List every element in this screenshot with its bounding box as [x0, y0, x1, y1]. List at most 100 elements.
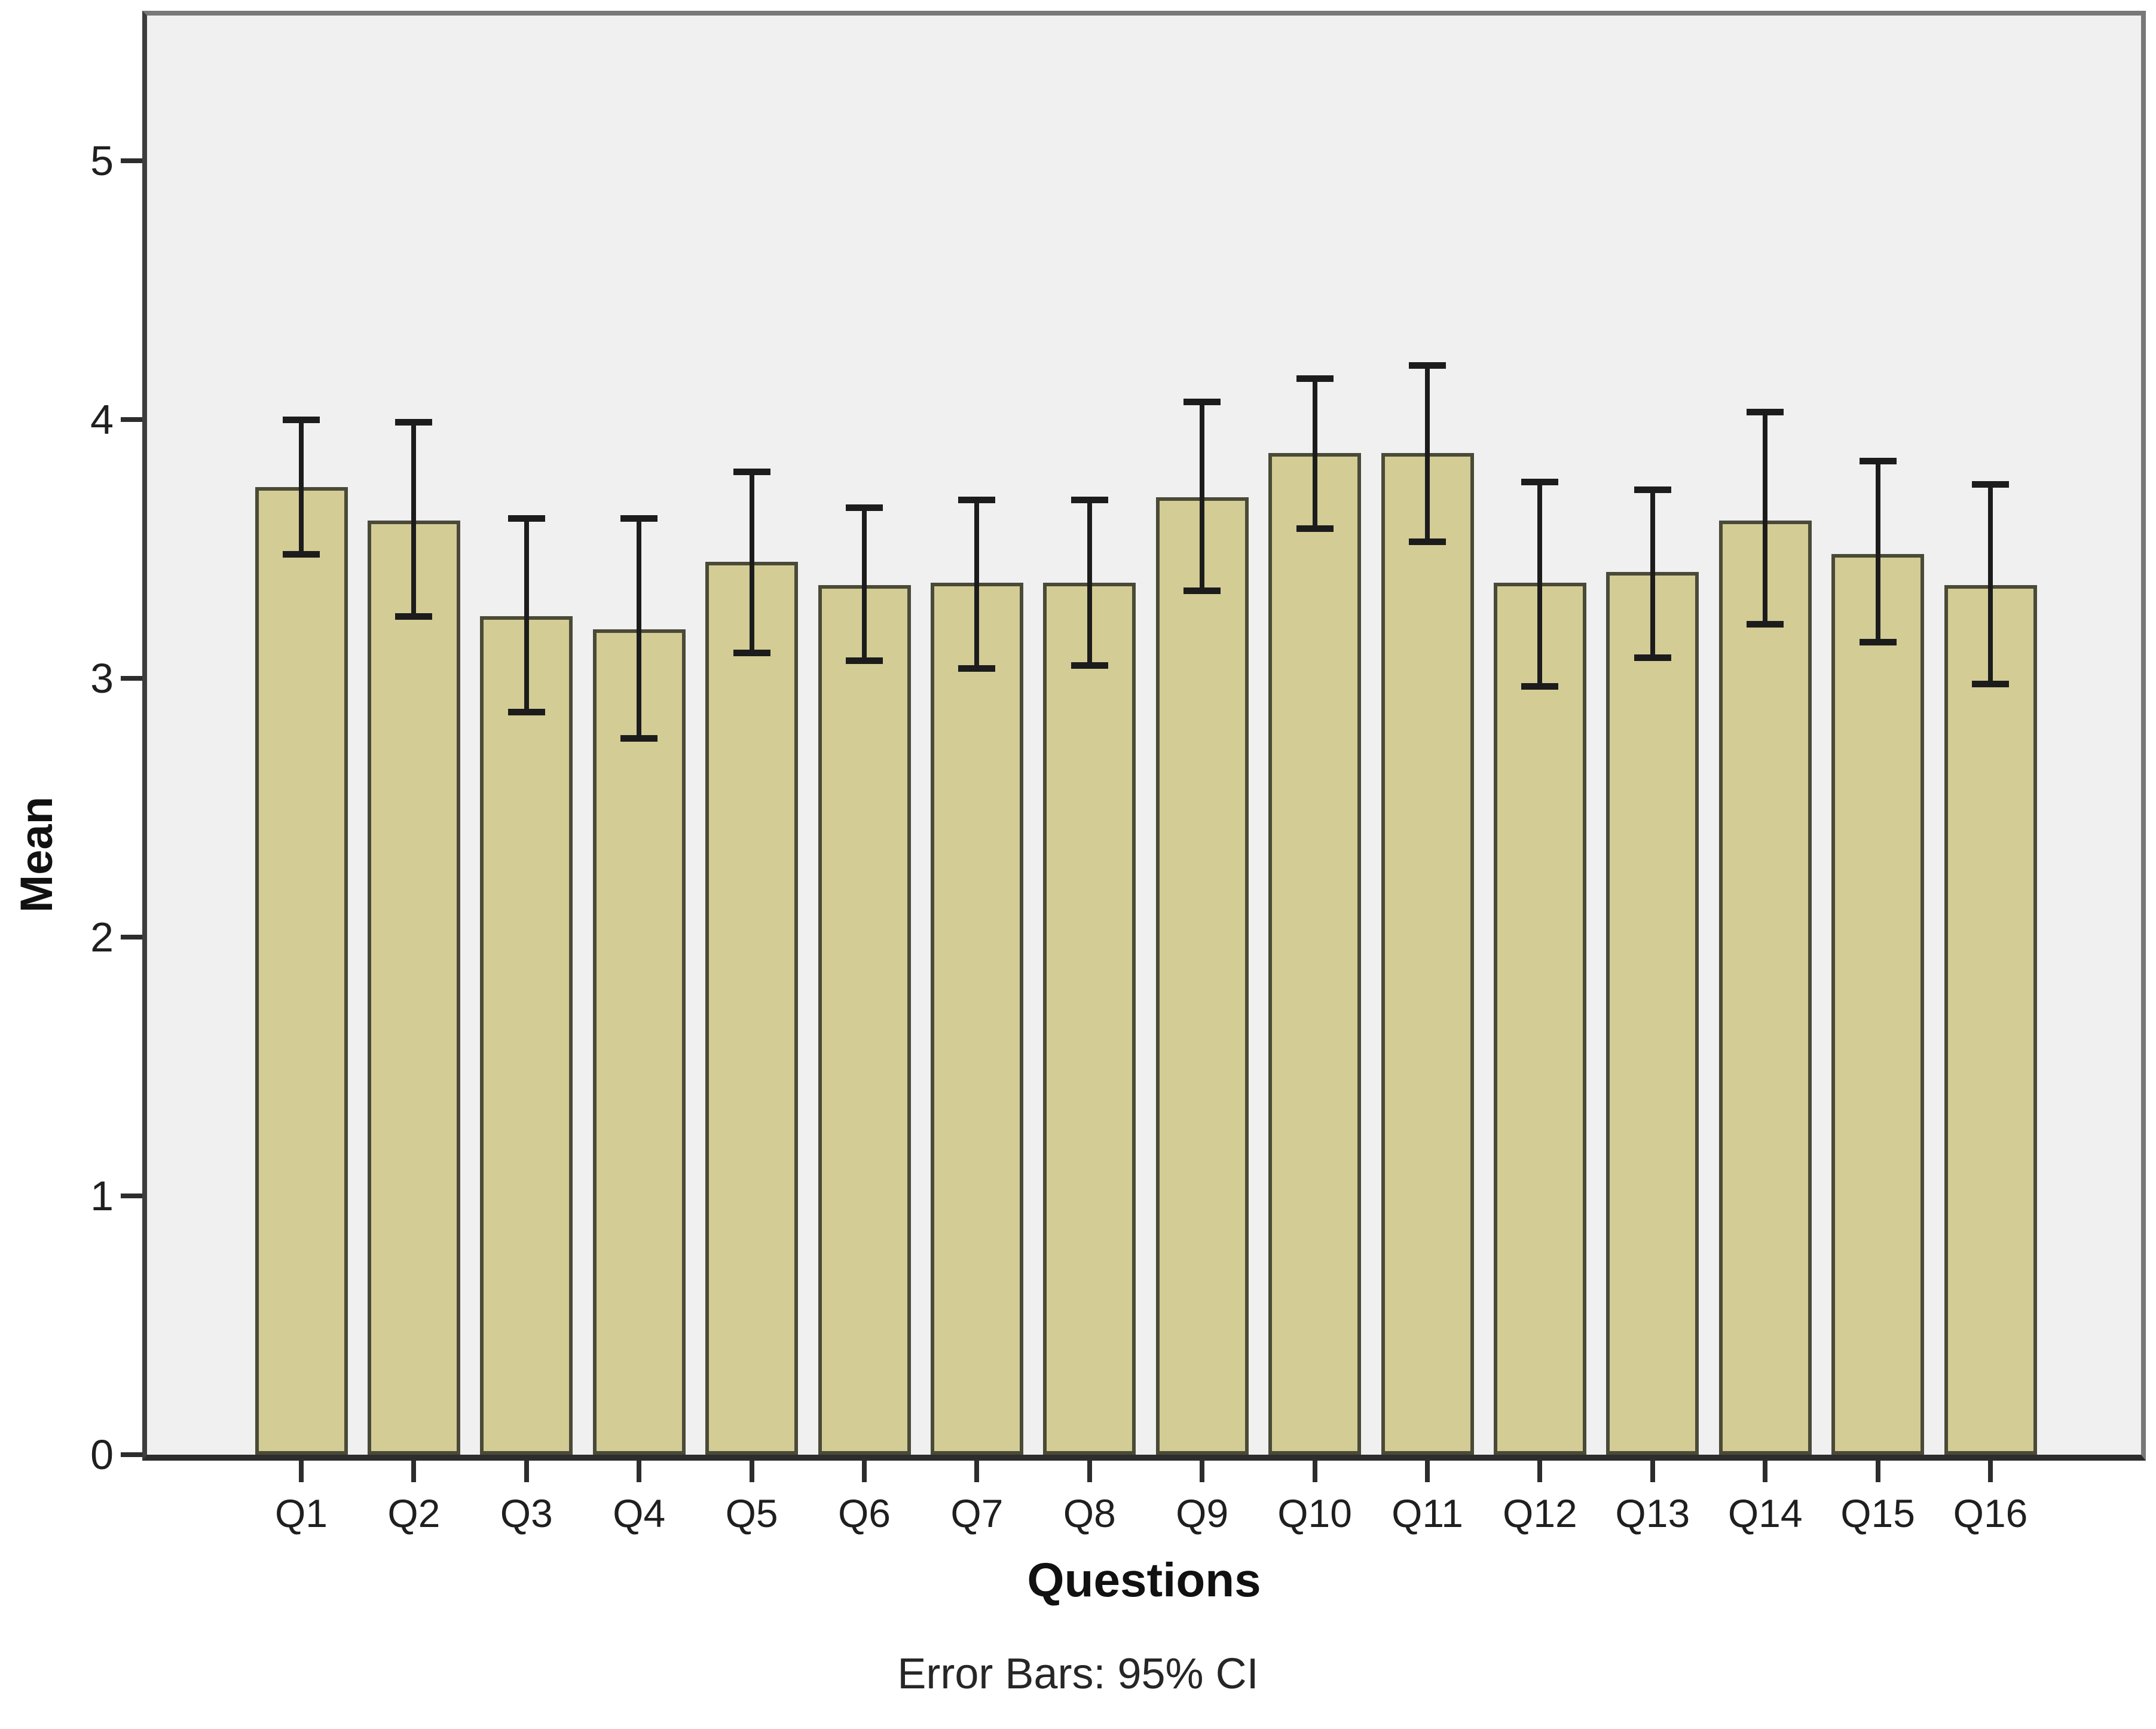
x-tick-label-Q15: Q15 — [1840, 1491, 1915, 1535]
error-bar-Q11 — [1425, 365, 1430, 541]
x-tick-Q7 — [974, 1461, 980, 1482]
error-bar-Q9 — [1200, 401, 1205, 590]
x-tick-Q15 — [1875, 1461, 1880, 1482]
error-bar-Q7 — [974, 500, 980, 668]
x-tick-Q12 — [1537, 1461, 1543, 1482]
y-axis-title: Mean — [11, 796, 62, 913]
x-tick-label-Q7: Q7 — [950, 1491, 1004, 1535]
error-cap-bottom-Q5 — [733, 649, 770, 656]
x-tick-Q11 — [1425, 1461, 1430, 1482]
x-tick-label-Q4: Q4 — [613, 1491, 666, 1535]
error-cap-top-Q16 — [1972, 481, 2009, 488]
error-cap-bottom-Q4 — [620, 735, 658, 742]
error-bar-Q13 — [1650, 489, 1655, 658]
error-bar-Q10 — [1312, 378, 1317, 528]
error-bar-Q5 — [749, 471, 754, 653]
x-tick-Q16 — [1988, 1461, 1993, 1482]
error-bars-footnote: Error Bars: 95% CI — [897, 1650, 1259, 1698]
error-cap-top-Q8 — [1071, 497, 1108, 504]
error-bar-Q8 — [1087, 500, 1092, 666]
error-bar-Q1 — [299, 420, 304, 555]
error-cap-top-Q14 — [1747, 409, 1784, 415]
error-cap-top-Q10 — [1296, 375, 1334, 382]
error-bar-Q16 — [1988, 484, 1993, 684]
error-cap-bottom-Q3 — [507, 709, 545, 716]
y-tick-2 — [121, 935, 142, 940]
x-tick-label-Q3: Q3 — [500, 1491, 553, 1535]
bar-Q14 — [1718, 520, 1812, 1455]
error-cap-bottom-Q11 — [1409, 538, 1446, 545]
y-tick-label-3: 3 — [90, 655, 114, 702]
error-bar-Q15 — [1875, 461, 1880, 642]
error-cap-top-Q7 — [958, 497, 996, 504]
error-cap-bottom-Q13 — [1634, 654, 1671, 662]
error-cap-bottom-Q2 — [395, 613, 433, 620]
x-tick-Q10 — [1312, 1461, 1317, 1482]
error-cap-bottom-Q12 — [1521, 683, 1559, 690]
x-tick-Q1 — [299, 1461, 304, 1482]
error-cap-bottom-Q14 — [1747, 621, 1784, 628]
x-tick-Q6 — [862, 1461, 867, 1482]
bar-Q9 — [1155, 497, 1249, 1455]
bar-Q11 — [1381, 453, 1474, 1455]
y-tick-5 — [121, 158, 142, 163]
error-bar-Q12 — [1537, 481, 1543, 686]
x-tick-label-Q10: Q10 — [1277, 1491, 1352, 1535]
error-cap-top-Q5 — [733, 468, 770, 475]
x-tick-label-Q9: Q9 — [1176, 1491, 1229, 1535]
bar-Q12 — [1493, 582, 1586, 1455]
x-tick-Q8 — [1087, 1461, 1092, 1482]
x-tick-Q13 — [1650, 1461, 1655, 1482]
x-tick-label-Q12: Q12 — [1503, 1491, 1577, 1535]
error-cap-bottom-Q16 — [1972, 680, 2009, 687]
x-axis-title: Questions — [1027, 1553, 1261, 1606]
x-tick-label-Q2: Q2 — [387, 1491, 441, 1535]
error-cap-top-Q4 — [620, 515, 658, 522]
y-tick-4 — [121, 417, 142, 422]
y-tick-3 — [121, 676, 142, 681]
bar-Q3 — [480, 616, 573, 1455]
error-cap-bottom-Q15 — [1859, 639, 1897, 646]
error-cap-top-Q12 — [1521, 478, 1559, 485]
bar-Q4 — [592, 629, 686, 1455]
bar-Q2 — [367, 520, 460, 1455]
error-bar-Q6 — [862, 507, 867, 660]
bar-Q16 — [1944, 585, 2037, 1455]
bar-Q13 — [1606, 572, 1699, 1455]
error-cap-top-Q15 — [1859, 458, 1897, 465]
error-cap-top-Q9 — [1183, 398, 1221, 405]
y-tick-label-4: 4 — [90, 396, 114, 443]
x-tick-Q9 — [1200, 1461, 1205, 1482]
x-tick-label-Q1: Q1 — [274, 1491, 328, 1535]
error-bar-Q4 — [637, 518, 642, 738]
y-tick-label-0: 0 — [90, 1431, 114, 1478]
y-tick-label-2: 2 — [90, 914, 114, 960]
bar-Q7 — [930, 582, 1023, 1455]
bar-Q5 — [705, 562, 799, 1455]
error-cap-top-Q13 — [1634, 486, 1671, 493]
error-cap-top-Q11 — [1409, 362, 1446, 369]
error-cap-top-Q1 — [283, 417, 320, 423]
y-tick-label-1: 1 — [90, 1173, 114, 1219]
x-tick-Q4 — [637, 1461, 642, 1482]
error-cap-bottom-Q1 — [283, 551, 320, 558]
x-tick-label-Q5: Q5 — [725, 1491, 778, 1535]
error-cap-top-Q2 — [395, 419, 433, 426]
error-cap-top-Q3 — [507, 515, 545, 522]
x-tick-label-Q14: Q14 — [1727, 1491, 1803, 1535]
y-tick-label-5: 5 — [90, 137, 114, 184]
error-cap-bottom-Q7 — [958, 665, 996, 672]
bar-Q6 — [818, 585, 911, 1455]
error-cap-bottom-Q6 — [846, 657, 883, 664]
error-cap-top-Q6 — [846, 504, 883, 512]
bar-Q8 — [1043, 582, 1136, 1455]
error-bar-Q3 — [524, 518, 529, 712]
x-tick-label-Q13: Q13 — [1615, 1491, 1690, 1535]
x-tick-label-Q11: Q11 — [1392, 1491, 1463, 1535]
y-tick-0 — [121, 1452, 142, 1457]
bar-Q15 — [1831, 554, 1925, 1455]
x-tick-label-Q6: Q6 — [837, 1491, 891, 1535]
error-bar-Q14 — [1763, 412, 1768, 625]
error-cap-bottom-Q9 — [1183, 587, 1221, 594]
